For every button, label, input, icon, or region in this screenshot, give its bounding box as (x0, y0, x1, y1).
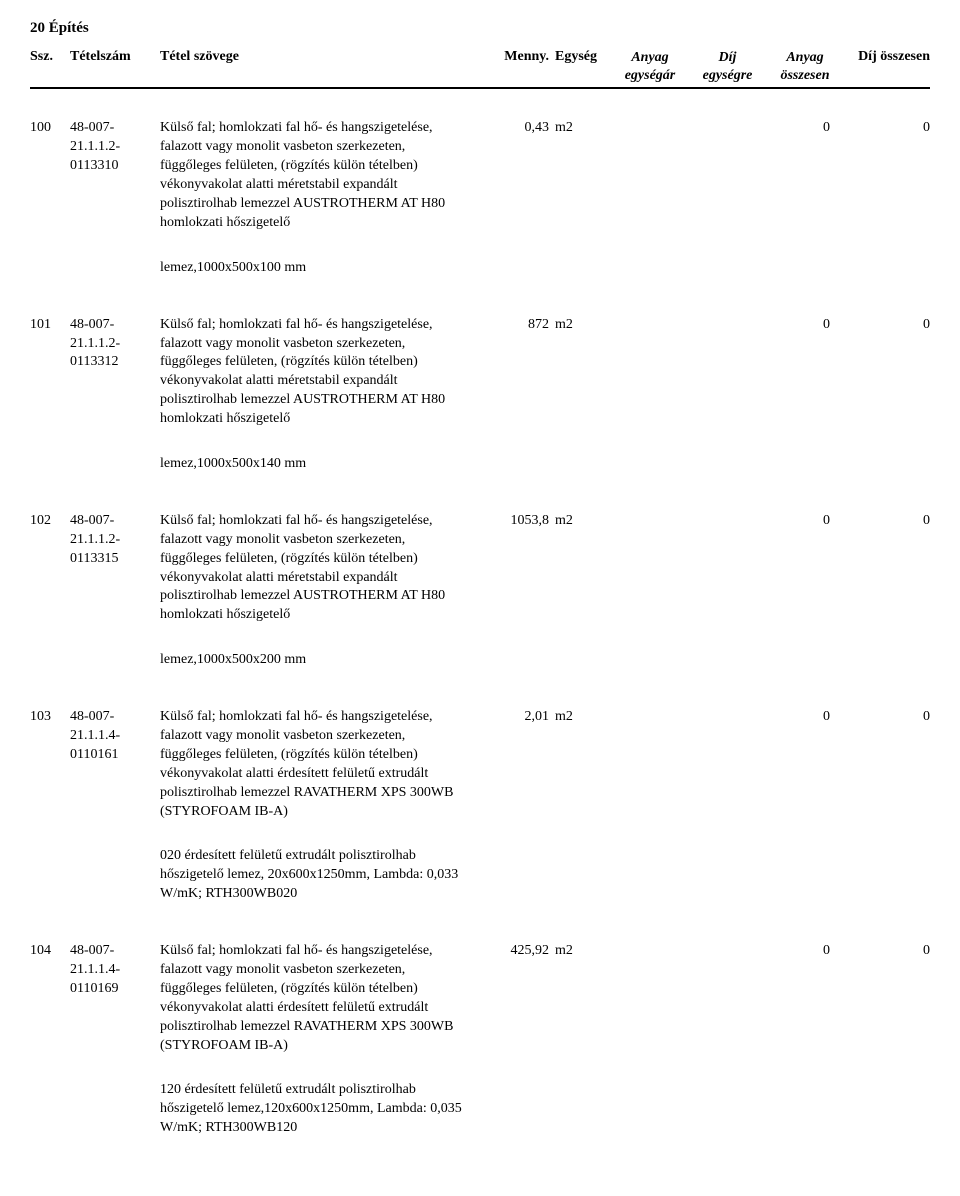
cell-egyseg: m2 (555, 708, 610, 727)
header-szoveg: Tétel szövege (160, 49, 480, 85)
cell-egyseg: m2 (555, 119, 610, 138)
row-note: 120 érdesített felületű extrudált polisz… (30, 1081, 930, 1138)
cell-szoveg: Külső fal; homlokzati fal hő- és hangszi… (160, 708, 480, 821)
header-dij-egysegre: Díj egységre (690, 49, 765, 85)
header-menny: Menny. (480, 49, 555, 85)
cell-tetelszam: 48-007-21.1.1.4-0110169 (70, 942, 160, 999)
cell-anyag-osszesen: 0 (765, 119, 845, 138)
cell-egyseg: m2 (555, 512, 610, 531)
cell-ssz: 101 (30, 316, 70, 335)
cell-dij-osszesen: 0 (845, 512, 930, 531)
cell-dij-osszesen: 0 (845, 119, 930, 138)
cell-tetelszam: 48-007-21.1.1.2-0113310 (70, 119, 160, 176)
cell-tetelszam: 48-007-21.1.1.2-0113312 (70, 316, 160, 373)
cell-egyseg: m2 (555, 316, 610, 335)
table-row: 10348-007-21.1.1.4-0110161Külső fal; hom… (30, 708, 930, 821)
note-text: 120 érdesített felületű extrudált polisz… (160, 1081, 480, 1138)
table-row: 10248-007-21.1.1.2-0113315Külső fal; hom… (30, 512, 930, 625)
header-anyag-egysegar-l1: Anyag (610, 49, 690, 67)
cell-menny: 2,01 (480, 708, 555, 727)
cell-dij-osszesen: 0 (845, 708, 930, 727)
row-note: lemez,1000x500x140 mm (30, 455, 930, 474)
cell-menny: 872 (480, 316, 555, 335)
cell-szoveg: Külső fal; homlokzati fal hő- és hangszi… (160, 942, 480, 1055)
cell-anyag-osszesen: 0 (765, 512, 845, 531)
cell-szoveg: Külső fal; homlokzati fal hő- és hangszi… (160, 119, 480, 232)
header-dij-egysegre-l2: egységre (690, 67, 765, 85)
cell-ssz: 102 (30, 512, 70, 531)
cell-menny: 1053,8 (480, 512, 555, 531)
note-text: lemez,1000x500x100 mm (160, 259, 480, 278)
cell-menny: 0,43 (480, 119, 555, 138)
cell-ssz: 100 (30, 119, 70, 138)
header-egyseg: Egység (555, 49, 610, 85)
note-text: lemez,1000x500x200 mm (160, 651, 480, 670)
header-anyag-egysegar: Anyag egységár (610, 49, 690, 85)
cell-dij-osszesen: 0 (845, 316, 930, 335)
header-anyag-osszesen-l2: összesen (765, 67, 845, 85)
cell-anyag-osszesen: 0 (765, 708, 845, 727)
cell-szoveg: Külső fal; homlokzati fal hő- és hangszi… (160, 316, 480, 429)
cell-tetelszam: 48-007-21.1.1.4-0110161 (70, 708, 160, 765)
row-note: 020 érdesített felületű extrudált polisz… (30, 847, 930, 904)
note-text: lemez,1000x500x140 mm (160, 455, 480, 474)
cell-tetelszam: 48-007-21.1.1.2-0113315 (70, 512, 160, 569)
table-row: 10448-007-21.1.1.4-0110169Külső fal; hom… (30, 942, 930, 1055)
cell-anyag-osszesen: 0 (765, 316, 845, 335)
header-anyag-egysegar-l2: egységár (610, 67, 690, 85)
header-anyag-osszesen-l1: Anyag (765, 49, 845, 67)
cell-dij-osszesen: 0 (845, 942, 930, 961)
cell-menny: 425,92 (480, 942, 555, 961)
table-row: 10048-007-21.1.1.2-0113310Külső fal; hom… (30, 119, 930, 232)
note-text: 020 érdesített felületű extrudált polisz… (160, 847, 480, 904)
cell-anyag-osszesen: 0 (765, 942, 845, 961)
header-dij-egysegre-l1: Díj (690, 49, 765, 67)
cell-egyseg: m2 (555, 942, 610, 961)
table-body: 10048-007-21.1.1.2-0113310Külső fal; hom… (30, 119, 930, 1138)
table-row: 10148-007-21.1.1.2-0113312Külső fal; hom… (30, 316, 930, 429)
header-tetelszam: Tételszám (70, 49, 160, 85)
header-dij-osszesen: Díj összesen (845, 49, 930, 85)
header-ssz: Ssz. (30, 49, 70, 85)
cell-szoveg: Külső fal; homlokzati fal hő- és hangszi… (160, 512, 480, 625)
page-title: 20 Építés (30, 20, 930, 37)
cell-ssz: 103 (30, 708, 70, 727)
header-anyag-osszesen: Anyag összesen (765, 49, 845, 85)
table-header: Ssz. Tételszám Tétel szövege Menny. Egys… (30, 49, 930, 89)
cell-ssz: 104 (30, 942, 70, 961)
row-note: lemez,1000x500x200 mm (30, 651, 930, 670)
row-note: lemez,1000x500x100 mm (30, 259, 930, 278)
